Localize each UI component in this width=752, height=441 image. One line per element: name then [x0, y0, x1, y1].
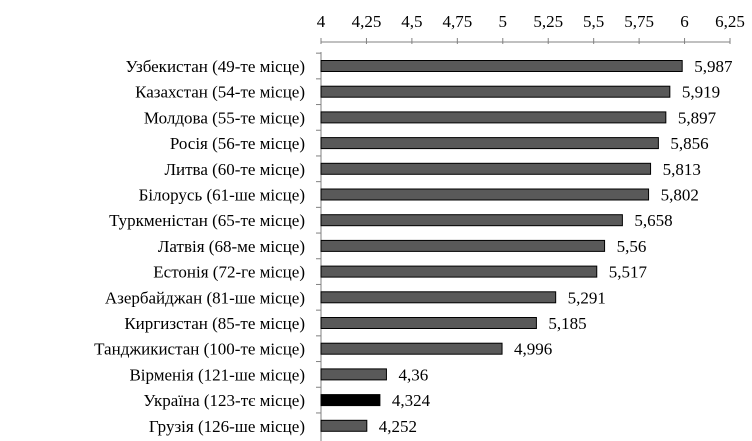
bar	[320, 419, 368, 432]
value-label: 5,56	[617, 237, 647, 256]
category-label: Молдова (55-те місце)	[144, 108, 305, 127]
x-tick-label: 5	[499, 12, 508, 31]
category-label: Естонія (72-ге місце)	[153, 263, 305, 282]
bar	[320, 317, 537, 329]
value-label: 5,517	[609, 263, 648, 282]
value-label: 4,36	[398, 365, 428, 384]
value-label: 5,897	[678, 108, 717, 127]
category-label: Росія (56-те місце)	[170, 134, 305, 153]
category-label: Казахстан (54-те місце)	[135, 83, 305, 102]
bar	[320, 214, 623, 227]
value-label: 4,324	[392, 391, 431, 410]
bar	[320, 265, 598, 278]
category-label: Азербайджан (81-ше місце)	[105, 288, 305, 307]
x-tick-label: 6	[680, 12, 689, 31]
bar	[320, 85, 671, 98]
value-label: 5,291	[568, 288, 606, 307]
value-label: 5,802	[661, 186, 699, 205]
bar	[320, 111, 667, 124]
x-tick-label: 5,5	[583, 12, 604, 31]
value-label: 5,856	[670, 134, 708, 153]
category-label: Україна (123-тє місце)	[143, 391, 305, 410]
value-label: 5,185	[548, 314, 586, 333]
x-tick-label: 6,25	[715, 12, 745, 31]
x-tick-label: 4,5	[401, 12, 422, 31]
value-label: 5,658	[634, 211, 672, 230]
bar	[320, 162, 652, 175]
bar	[320, 188, 650, 201]
bars	[320, 60, 683, 432]
category-label: Грузія (126-ше місце)	[149, 417, 305, 436]
category-label: Білорусь (61-ше місце)	[139, 186, 305, 205]
bar	[320, 239, 606, 252]
category-label: Киргизстан (85-те місце)	[124, 314, 305, 333]
category-label: Танджикистан (100-те місце)	[94, 340, 305, 359]
category-label: Вірменія (121-ше місце)	[129, 365, 305, 384]
bar	[320, 137, 659, 150]
category-label: Литва (60-те місце)	[164, 160, 305, 179]
category-label: Туркменістан (65-те місце)	[109, 211, 305, 230]
value-label: 5,813	[663, 160, 701, 179]
value-label: 5,919	[682, 83, 720, 102]
x-tick-label: 4	[317, 12, 326, 31]
value-label: 5,987	[694, 57, 733, 76]
x-tick-label: 5,75	[624, 12, 654, 31]
category-labels: Узбекистан (49-те місце) Казахстан (54-те…	[94, 57, 305, 436]
category-label: Узбекистан (49-те місце)	[125, 57, 305, 76]
x-tick-label: 5,25	[533, 12, 563, 31]
x-tick-label: 4,75	[442, 12, 472, 31]
category-label: Латвія (68-ме місце)	[158, 237, 305, 256]
value-label: 4,252	[379, 417, 417, 436]
x-tick-label: 4,25	[352, 12, 382, 31]
value-labels: 5,987 5,919 5,897 5,856 5,813 5,802 5,658 5,56 5…	[379, 57, 733, 436]
bar	[320, 60, 683, 72]
bar	[320, 291, 557, 304]
bar	[320, 394, 381, 407]
bar	[320, 368, 387, 381]
value-label: 4,996	[514, 340, 552, 359]
bar	[320, 342, 503, 355]
